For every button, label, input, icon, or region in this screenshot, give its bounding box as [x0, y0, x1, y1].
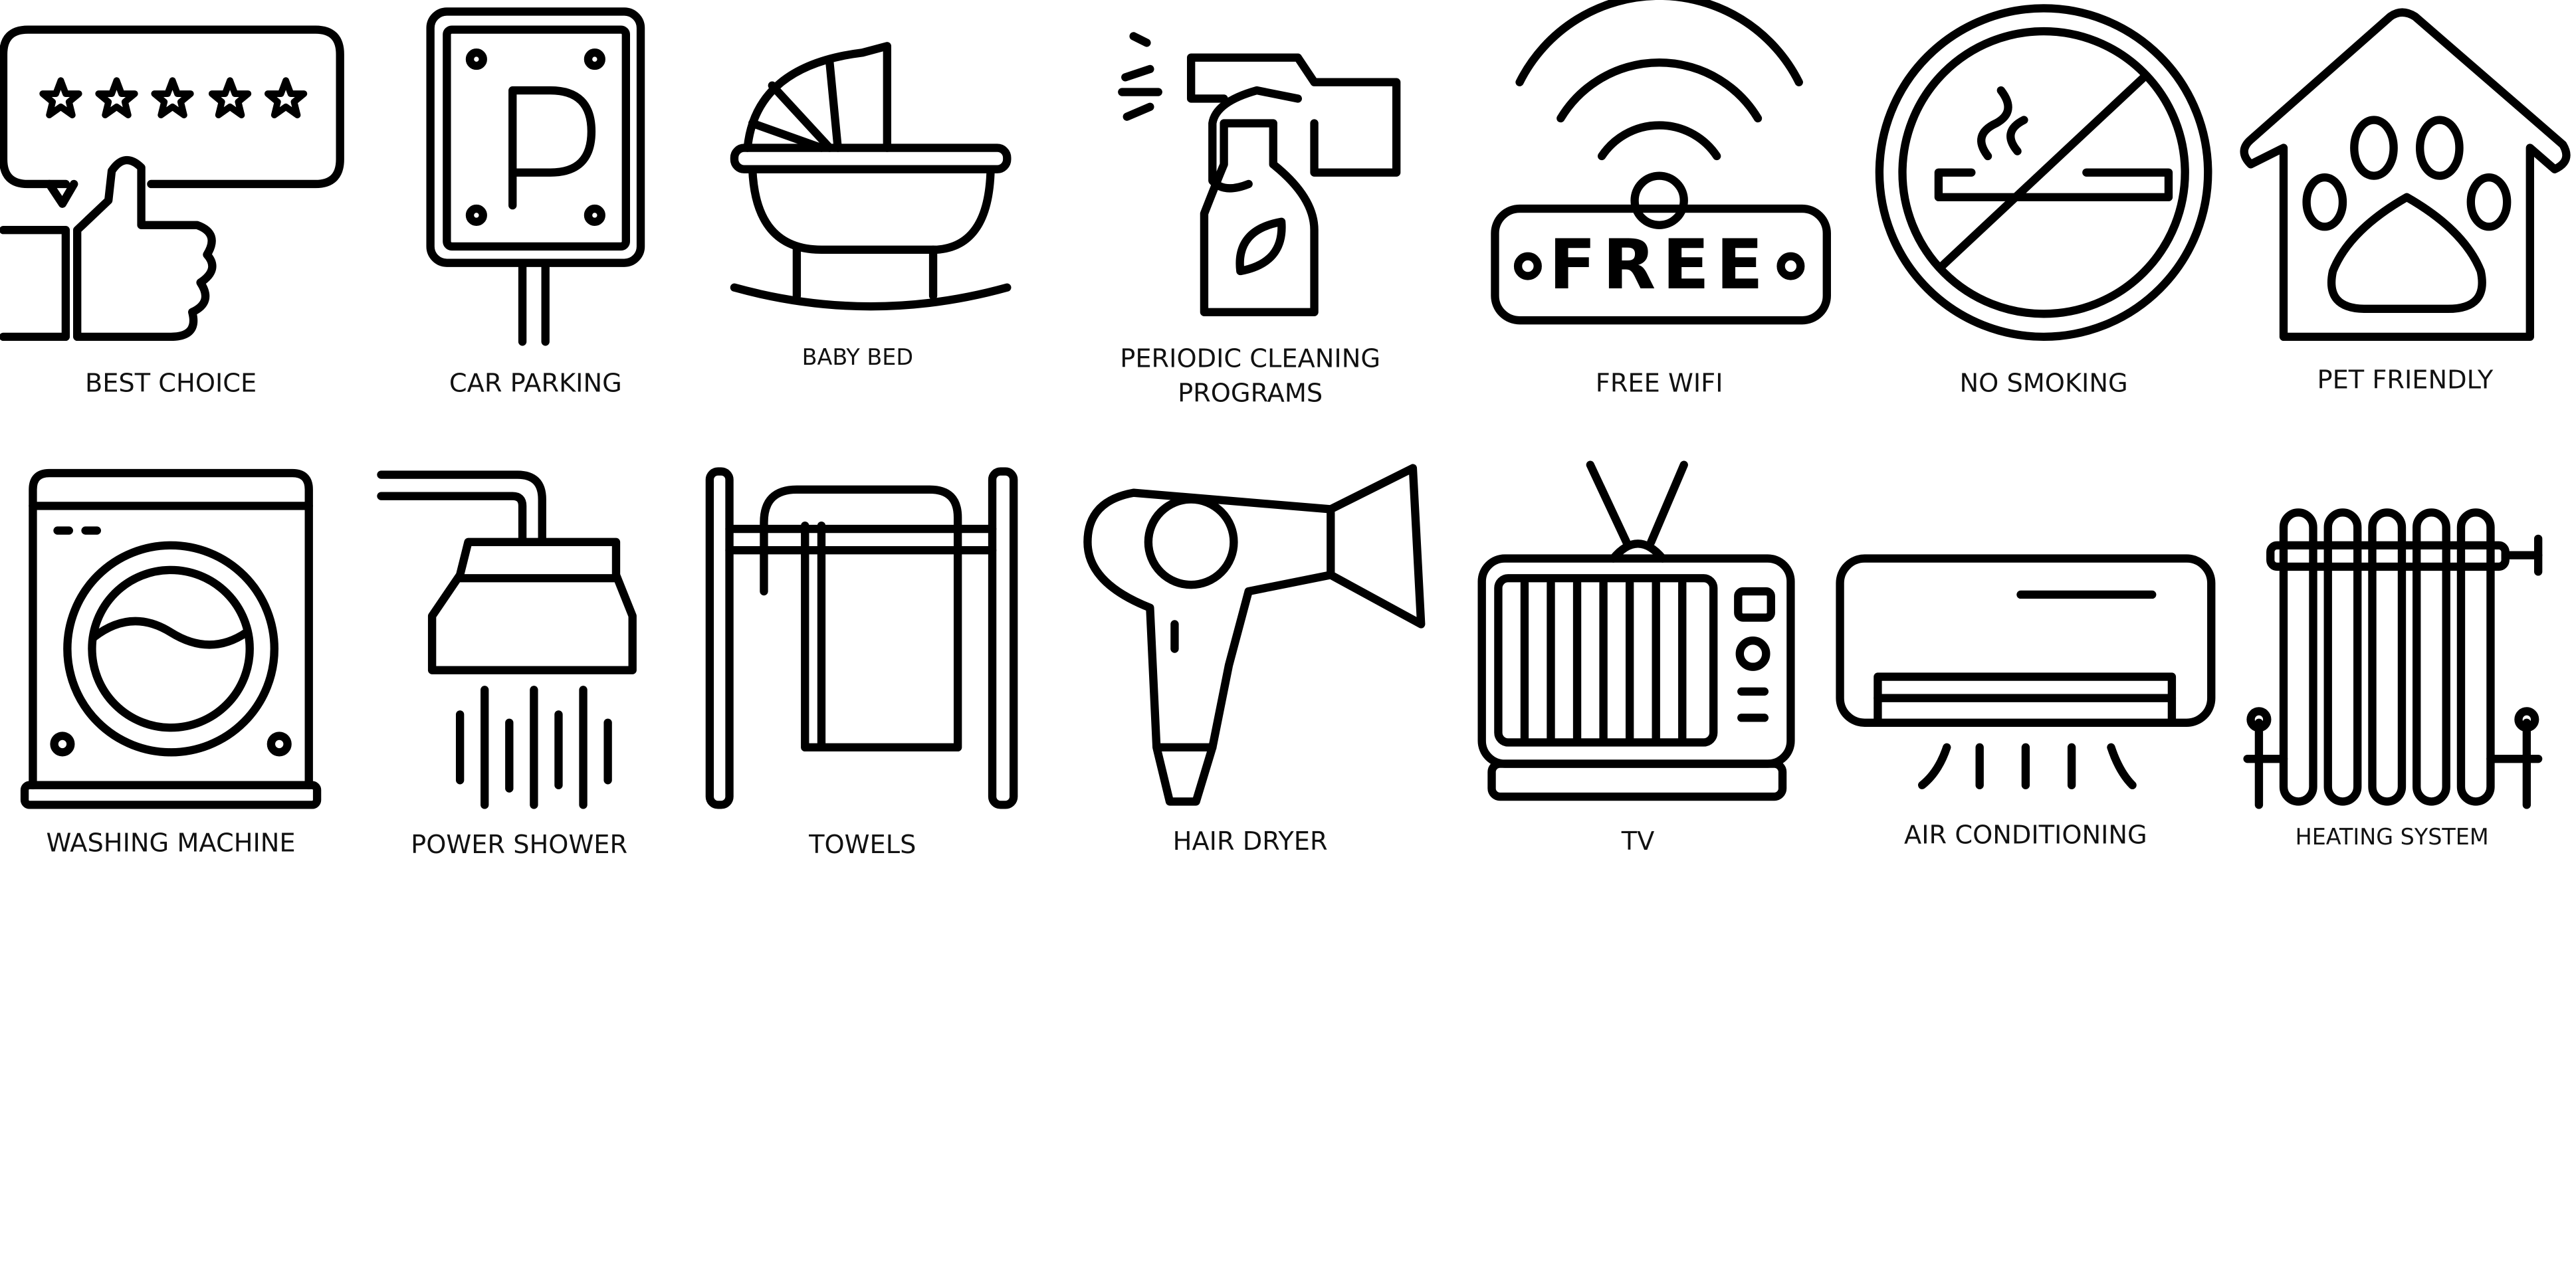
free-wifi-icon — [1491, 0, 1831, 325]
label-line: PERIODIC CLEANING — [1120, 343, 1380, 373]
heating-system-icon — [2243, 508, 2543, 809]
label-line: WASHING MACHINE — [47, 828, 296, 858]
icon-label: WASHING MACHINE — [47, 828, 296, 858]
washing-machine-icon — [20, 468, 322, 809]
label-line: POWER SHOWER — [411, 830, 627, 860]
icon-label: BABY BED — [802, 344, 913, 370]
badge-text: FREE — [1549, 225, 1770, 305]
icon-label: FREE WIFI — [1596, 368, 1723, 398]
icon-label: POWER SHOWER — [411, 830, 627, 860]
icon-label: NO SMOKING — [1959, 368, 2127, 398]
cleaning-icon — [1118, 32, 1401, 316]
hair-dryer-icon — [1083, 464, 1426, 806]
icon-label: PERIODIC CLEANING PROGRAMS — [1120, 343, 1380, 408]
label-line: TV — [1621, 827, 1655, 856]
air-conditioning-icon — [1836, 554, 2216, 789]
label-line: NO SMOKING — [1959, 368, 2127, 398]
label-line: PROGRAMS — [1178, 378, 1323, 408]
towels-icon — [705, 467, 1018, 809]
baby-bed-icon — [730, 42, 1012, 311]
icon-label: CAR PARKING — [449, 368, 622, 398]
best-choice-icon — [0, 25, 344, 342]
icon-label: PET FRIENDLY — [2317, 365, 2494, 395]
car-parking-icon — [426, 7, 645, 346]
icon-label: TV — [1621, 827, 1655, 856]
label-line: TOWELS — [808, 830, 916, 860]
icon-label: HAIR DRYER — [1173, 827, 1328, 856]
no-smoking-icon — [1875, 4, 2212, 342]
label-line: HEATING SYSTEM — [2296, 823, 2489, 849]
power-shower-icon — [377, 470, 637, 809]
icon-label: HEATING SYSTEM — [2296, 823, 2489, 849]
label-line: BEST CHOICE — [85, 368, 257, 398]
label-line: PET FRIENDLY — [2317, 365, 2494, 395]
tv-icon — [1477, 460, 1795, 801]
label-line: AIR CONDITIONING — [1904, 820, 2147, 850]
pet-friendly-icon — [2240, 8, 2571, 342]
label-line: BABY BED — [802, 344, 913, 370]
label-line: HAIR DRYER — [1173, 827, 1328, 856]
icon-label: BEST CHOICE — [85, 368, 257, 398]
icon-label: TOWELS — [808, 830, 916, 860]
icon-label: AIR CONDITIONING — [1904, 820, 2147, 850]
label-line: FREE WIFI — [1596, 368, 1723, 398]
label-line: CAR PARKING — [449, 368, 622, 398]
